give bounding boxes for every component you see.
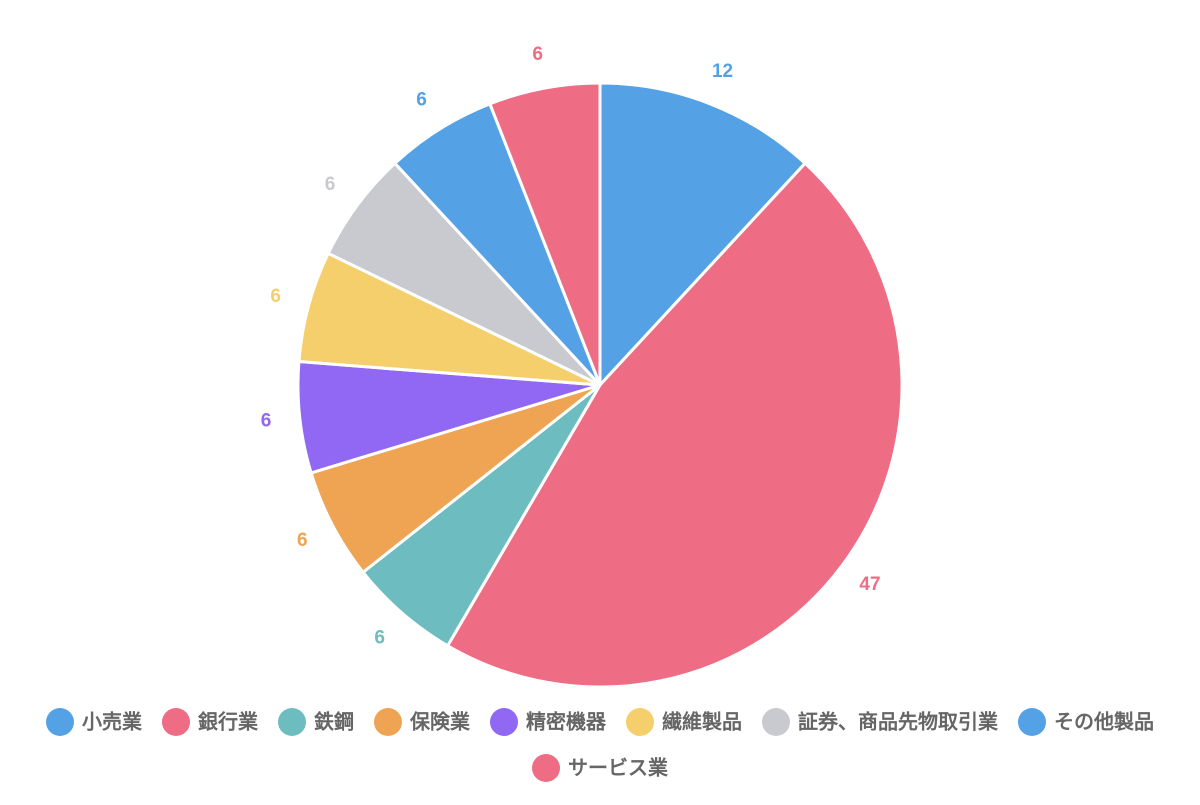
legend-swatch: [278, 708, 306, 736]
legend-label: その他製品: [1054, 709, 1154, 733]
legend-swatch: [762, 708, 790, 736]
value-label: 6: [532, 44, 543, 65]
value-label: 47: [859, 574, 880, 595]
legend-swatch: [490, 708, 518, 736]
legend-label: 繊維製品: [661, 709, 742, 733]
legend-label: 保険業: [409, 709, 471, 733]
legend-label: 小売業: [82, 709, 143, 733]
value-label: 6: [416, 89, 427, 110]
legend-label: サービス業: [568, 755, 669, 779]
legend-swatch: [162, 708, 190, 736]
legend-item: 小売業: [46, 708, 143, 736]
legend-label: 精密機器: [526, 709, 607, 733]
legend-item: 精密機器: [490, 708, 607, 736]
value-label: 12: [712, 61, 733, 82]
legend-item: 証券、商品先物取引業: [762, 708, 999, 736]
legend-swatch: [374, 708, 402, 736]
value-label: 6: [261, 411, 272, 432]
pie-slice: [445, 161, 904, 689]
pie-slice: [487, 81, 602, 386]
pie-slice: [598, 81, 808, 389]
legend-item: その他製品: [1018, 708, 1154, 736]
legend-swatch: [626, 708, 654, 736]
legend-label: 鉄鋼: [314, 709, 354, 733]
value-label: 6: [374, 628, 385, 649]
value-label: 6: [297, 530, 308, 551]
value-label: 6: [270, 286, 281, 307]
legend-item: サービス業: [532, 754, 669, 782]
legend-swatch: [46, 708, 74, 736]
legend-swatch: [1018, 708, 1046, 736]
legend-item: 保険業: [374, 708, 471, 736]
legend-label: 証券、商品先物取引業: [798, 709, 999, 733]
legend-swatch: [532, 754, 560, 782]
legend-label: 銀行業: [198, 709, 259, 733]
value-label: 6: [325, 174, 336, 195]
legend-item: 鉄鋼: [278, 708, 354, 736]
legend-item: 繊維製品: [626, 708, 742, 736]
legend-item: 銀行業: [162, 708, 259, 736]
